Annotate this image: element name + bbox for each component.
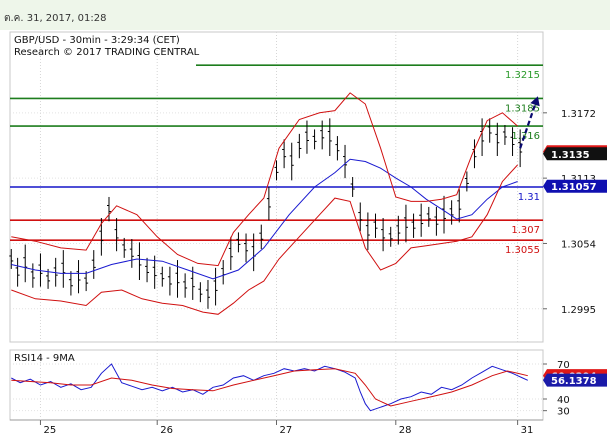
y-tick-label: 1.2995: [561, 305, 596, 316]
y-tick-label: 1.3113: [561, 174, 596, 185]
price-series: [9, 92, 540, 315]
rsi-y-tick-label: 40: [557, 395, 570, 406]
price-series-line: [11, 158, 518, 280]
price-marker-label: 1.3135: [551, 150, 590, 161]
level-label: 1.307: [511, 225, 540, 236]
level-label: 1.3055: [505, 245, 540, 256]
rsi-panel-frame: [9, 349, 544, 421]
price-marker-tag: [543, 373, 607, 387]
price-grid: [10, 32, 543, 342]
price-chart-title: GBP/USD - 30min - 3:29:34 (CET): [14, 35, 180, 46]
y-tick-label: 1.3054: [561, 239, 596, 250]
x-tick-label: 26: [160, 425, 173, 436]
price-marker-label: 1.31057: [551, 182, 597, 193]
timestamp: ต.ค. 31, 2017, 01:28: [4, 13, 107, 24]
rsi-chart-title: RSI14 - 9MA: [14, 353, 75, 364]
level-label: 1.31: [518, 192, 540, 203]
x-tick-label: 28: [399, 425, 412, 436]
forecast-arrow: [519, 95, 539, 149]
rsi-series-line: [11, 363, 529, 412]
x-tick-label: 31: [521, 425, 534, 436]
level-lines: 1.3215 1.3185 1.316 1.31 1.307 1.3055: [10, 64, 543, 256]
rsi-grid: [10, 350, 543, 420]
top-bar: ต.ค. 31, 2017, 01:28: [0, 0, 610, 30]
rsi-y-tick-label: 30: [557, 407, 570, 418]
price-marker-tag: [543, 147, 607, 161]
price-marker-label: 56.1378: [551, 376, 597, 387]
price-series-line: [11, 164, 518, 315]
level-label: 1.3185: [505, 103, 540, 114]
forecast-arrowhead: [530, 96, 540, 107]
level-label: 1.316: [511, 131, 540, 142]
price-marker-tag: [543, 179, 607, 193]
rsi-series-line: [11, 368, 528, 407]
x-axis-labels: 25 26 27 28 31: [39, 420, 534, 436]
level-label: 1.3215: [505, 70, 540, 81]
price-chart-subtitle: Research © 2017 TRADING CENTRAL: [14, 47, 200, 58]
rsi-series: [11, 363, 529, 412]
rsi-y-tick-label: 70: [557, 360, 570, 371]
price-series-line: [11, 92, 518, 267]
x-tick-label: 27: [280, 425, 293, 436]
x-tick-label: 25: [43, 425, 56, 436]
y-tick-label: 1.3172: [561, 109, 596, 120]
